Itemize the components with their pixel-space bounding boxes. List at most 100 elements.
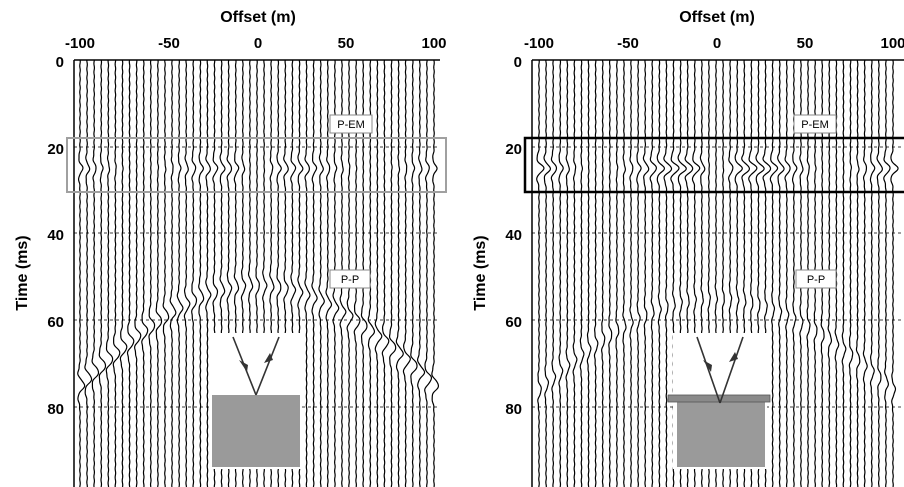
right-p-em-label: P-EM [801,119,829,131]
right-xtick-label: -100 [524,35,554,52]
left-xlabel: Offset (m) [220,9,296,26]
trace-line [550,59,558,487]
trace-line [395,59,404,487]
trace-line [311,59,318,487]
left-p-em-label: P-EM [337,119,365,131]
trace-line [601,59,606,487]
trace-line [862,59,868,487]
trace-line [656,59,665,487]
left-y-tick-labels: 0 20 40 60 80 [47,54,64,418]
left-xtick-label: 50 [338,35,355,52]
right-highlight-window [523,136,904,194]
left-label-p-p: P-P [329,269,371,289]
left-ytick-label: 0 [56,54,64,71]
right-label-p-em: P-EM [793,114,837,134]
trace-line [876,59,883,487]
trace-line [402,59,411,487]
trace-line [629,59,634,487]
right-ytick-label: 0 [514,54,522,71]
left-xtick-label: 0 [254,35,262,52]
left-ylabel: Time (ms) [14,235,31,310]
trace-line [890,59,899,487]
right-inset-reflected-ray [719,336,744,404]
right-xlabel: Offset (m) [679,9,755,26]
trace-line [162,59,170,487]
left-ytick-label: 40 [47,227,64,244]
trace-line [777,59,785,487]
right-inset-reflected-arrow [729,352,738,362]
left-xtick-label: -50 [158,35,180,52]
trace-line [565,59,571,487]
trace-line [848,59,854,487]
trace-line [636,59,642,487]
left-panel: Offset (m) -100 -50 0 50 100 Time (ms) 0… [14,9,447,487]
trace-line [622,59,627,487]
left-label-p-em: P-EM [329,114,373,134]
trace-line [649,59,657,487]
right-xtick-label: 0 [713,35,721,52]
right-label-p-p: P-P [795,269,837,289]
trace-line [191,59,198,487]
trace-line [593,59,599,487]
left-ytick-label: 60 [47,314,64,331]
trace-line [855,59,861,487]
trace-line [105,59,114,487]
right-p-p-label: P-P [807,274,825,286]
trace-line [586,59,592,487]
left-p-p-label: P-P [341,274,359,286]
trace-line [141,59,149,487]
trace-line [84,59,93,487]
right-ytick-label: 40 [505,227,522,244]
left-ytick-label: 80 [47,401,64,418]
trace-line [318,59,325,487]
trace-line [169,59,177,487]
right-xtick-label: 50 [797,35,814,52]
left-inset-reflected-ray [255,336,280,396]
right-xtick-label: -50 [617,35,639,52]
right-ytick-label: 20 [505,141,522,158]
trace-line [869,59,876,487]
left-xtick-label: 100 [421,35,446,52]
trace-line [663,59,673,487]
trace-line [410,59,418,487]
trace-line [126,59,135,487]
trace-line [769,59,779,487]
left-inset-halfspace [212,395,300,467]
left-x-tick-labels: -100 -50 0 50 100 [65,35,447,52]
trace-line [536,59,545,487]
right-inset-halfspace [677,401,765,467]
trace-line [543,59,552,487]
trace-line [112,59,121,487]
right-ytick-label: 80 [505,401,522,418]
trace-line [388,59,397,487]
trace-line [841,59,847,487]
trace-line [119,59,128,487]
right-x-tick-labels: -100 -50 0 50 100 [524,35,904,52]
right-y-tick-labels: 0 20 40 60 80 [505,54,522,418]
trace-line [784,59,791,487]
right-panel: Offset (m) -100 -50 0 50 100 Time (ms) 0… [472,9,904,487]
trace-line [431,59,440,487]
right-ylabel: Time (ms) [472,235,489,310]
trace-line [615,59,620,487]
trace-line [176,59,184,487]
right-inset-incident-ray [696,336,721,404]
trace-line [183,59,191,487]
trace-line [325,59,333,487]
right-inset [667,333,771,469]
trace-line [205,59,212,487]
trace-line [558,59,564,487]
trace-line [98,59,107,487]
trace-line [134,59,142,487]
trace-line [416,59,426,487]
trace-line [883,59,891,487]
left-ytick-label: 20 [47,141,64,158]
trace-line [155,59,163,487]
trace-line [77,59,86,487]
left-highlight-window [66,137,447,193]
trace-line [198,59,205,487]
left-inset-reflected-arrow [264,353,273,363]
trace-line [424,59,433,487]
trace-line [148,59,156,487]
